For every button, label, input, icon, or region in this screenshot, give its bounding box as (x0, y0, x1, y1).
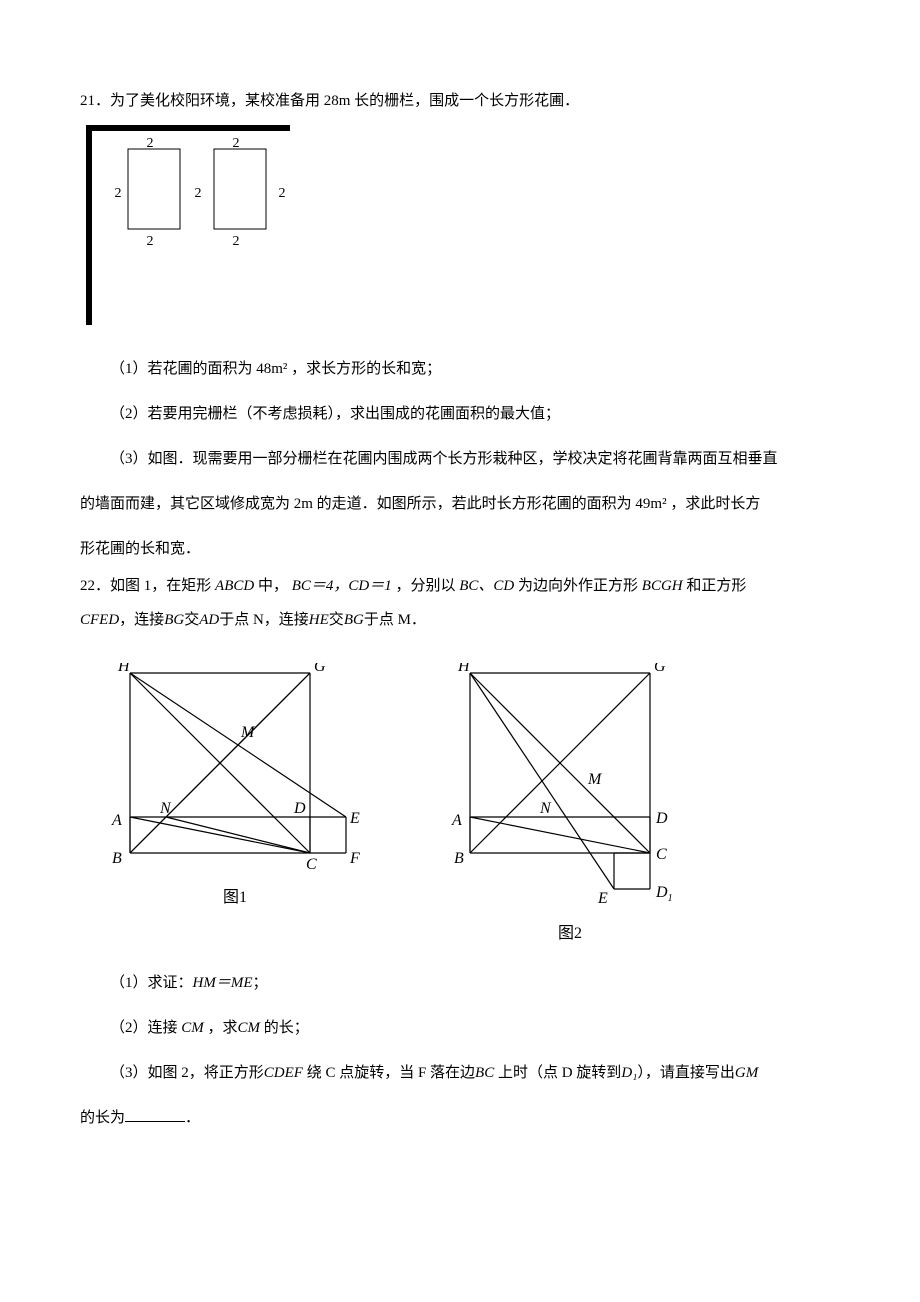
q22-bcgh: BCGH (642, 578, 683, 594)
svg-text:G: G (654, 663, 666, 675)
svg-text:N: N (539, 800, 552, 817)
q22-p2d: CM (238, 1020, 261, 1036)
q22-p1a: （1）求证： (110, 975, 193, 991)
svg-text:E: E (349, 810, 360, 827)
svg-text:D: D (655, 810, 668, 827)
fig1-label: 图1 (100, 886, 370, 910)
svg-text:A: A (451, 812, 462, 829)
q22-bc4: BC＝4，CD＝1 (292, 578, 392, 594)
q22-s3: ，分别以 (395, 578, 455, 594)
q22-s2a: ，连接 (119, 612, 164, 628)
svg-text:M: M (240, 724, 256, 741)
q21-number: 21． (80, 93, 110, 109)
svg-text:M: M (587, 771, 603, 788)
svg-text:2: 2 (115, 186, 122, 201)
q22-stem-line1: 22．如图 1，在矩形 ABCD 中， BC＝4，CD＝1 ，分别以 BC、CD… (80, 575, 840, 598)
q22-p2b: CM (181, 1020, 204, 1036)
svg-text:G: G (314, 663, 326, 675)
q21-stem: 21．为了美化校阳环境，某校准备用 28m 长的栅栏，围成一个长方形花圃． (80, 90, 840, 113)
q22-ad: AD (199, 612, 219, 628)
svg-text:2: 2 (147, 234, 154, 249)
svg-text:F: F (349, 850, 360, 867)
fig2-col: H G A D B C D1 E N M 图2 (440, 663, 700, 947)
q22-figures: H G A D B C F E N M 图1 H G A D B C D1 E N M 图2 (100, 663, 840, 947)
q22-s2d: 交 (329, 612, 344, 628)
svg-text:H: H (457, 663, 471, 675)
q22-he: HE (309, 612, 329, 628)
q22-s2c: 于点 N，连接 (219, 612, 309, 628)
q22-p2: （2）连接 CM ，求CM 的长； (80, 1009, 840, 1048)
q22-p3b: CDEF (264, 1065, 303, 1081)
answer-blank[interactable] (125, 1121, 185, 1122)
q22-s5: 和正方形 (686, 578, 746, 594)
q22-bg: BG (164, 612, 184, 628)
q22-cfed: CFED (80, 612, 119, 628)
q21-p3a: （3）如图．现需要用一部分栅栏在花圃内围成两个长方形栽种区，学校决定将花圃背靠两… (80, 440, 840, 479)
q22-p2e: 的长； (260, 1020, 309, 1036)
q22-p3-line2: 的长为． (80, 1099, 840, 1138)
svg-text:B: B (112, 850, 122, 867)
q22-abcd: ABCD (215, 578, 254, 594)
q22-s4: 为边向外作正方形 (518, 578, 638, 594)
q22-p3a: （3）如图 2，将正方形 (110, 1065, 264, 1081)
q21-p1: （1）若花圃的面积为 48m² ，求长方形的长和宽； (80, 350, 840, 389)
svg-text:2: 2 (233, 136, 240, 151)
q21-parts: （1）若花圃的面积为 48m² ，求长方形的长和宽； （2）若要用完栅栏（不考虑… (80, 350, 840, 569)
q22-s2b: 交 (184, 612, 199, 628)
svg-text:2: 2 (233, 234, 240, 249)
q22-p3: （3）如图 2，将正方形CDEF 绕 C 点旋转，当 F 落在边BC 上时（点 … (80, 1054, 840, 1093)
q22-number: 22． (80, 578, 110, 594)
svg-text:E: E (597, 890, 608, 907)
svg-text:C: C (656, 846, 667, 863)
svg-text:B: B (454, 850, 464, 867)
q22-p1c: ； (253, 975, 268, 991)
q21-stem-text: 为了美化校阳环境，某校准备用 28m 长的栅栏，围成一个长方形花圃． (110, 93, 579, 109)
svg-text:2: 2 (279, 186, 286, 201)
q22-p3h: GM (735, 1065, 758, 1081)
svg-text:2: 2 (147, 136, 154, 151)
q22-p2c: ，求 (204, 1020, 238, 1036)
q22-bg2: BG (344, 612, 364, 628)
q22-p3e: 上时（点 D 旋转到 (494, 1065, 621, 1081)
q22-s2: 中， (258, 578, 288, 594)
q22-p1: （1）求证：HM＝ME； (80, 964, 840, 1003)
q22-s2e: 于点 M． (364, 612, 426, 628)
svg-text:D1: D1 (655, 884, 673, 904)
fig1-col: H G A D B C F E N M 图1 (100, 663, 370, 947)
svg-text:D: D (293, 800, 306, 817)
q22-stem-line2: CFED，连接BG交AD于点 N，连接HE交BG于点 M． (80, 604, 840, 637)
q22-p3g: ），请直接写出 (637, 1065, 735, 1081)
q21-diagram: 2 2 2 2 2 2 2 (86, 125, 840, 333)
q22-parts: （1）求证：HM＝ME； （2）连接 CM ，求CM 的长； （3）如图 2，将… (80, 964, 840, 1138)
q22-p3c: 绕 C 点旋转，当 F 落在边 (303, 1065, 475, 1081)
q22-p3d: BC (475, 1065, 494, 1081)
svg-text:H: H (117, 663, 131, 675)
svg-text:C: C (306, 856, 317, 873)
svg-text:A: A (111, 812, 122, 829)
svg-text:2: 2 (195, 186, 202, 201)
q22-s1: 如图 1，在矩形 (110, 578, 211, 594)
q22-p3l2: 的长为 (80, 1110, 125, 1126)
q22-bccd: BC、CD (459, 578, 514, 594)
q22-p2a: （2）连接 (110, 1020, 181, 1036)
svg-text:N: N (159, 800, 172, 817)
q22-p1b: HM＝ME (193, 975, 253, 991)
q21-p3c: 形花圃的长和宽． (80, 530, 840, 569)
q21-p2: （2）若要用完栅栏（不考虑损耗），求出围成的花圃面积的最大值； (80, 395, 840, 434)
q21-p3b: 的墙面而建，其它区域修成宽为 2m 的走道．如图所示，若此时长方形花圃的面积为 … (80, 485, 840, 524)
fig2-label: 图2 (440, 922, 700, 946)
q22-p3f: D₁ (621, 1065, 637, 1081)
